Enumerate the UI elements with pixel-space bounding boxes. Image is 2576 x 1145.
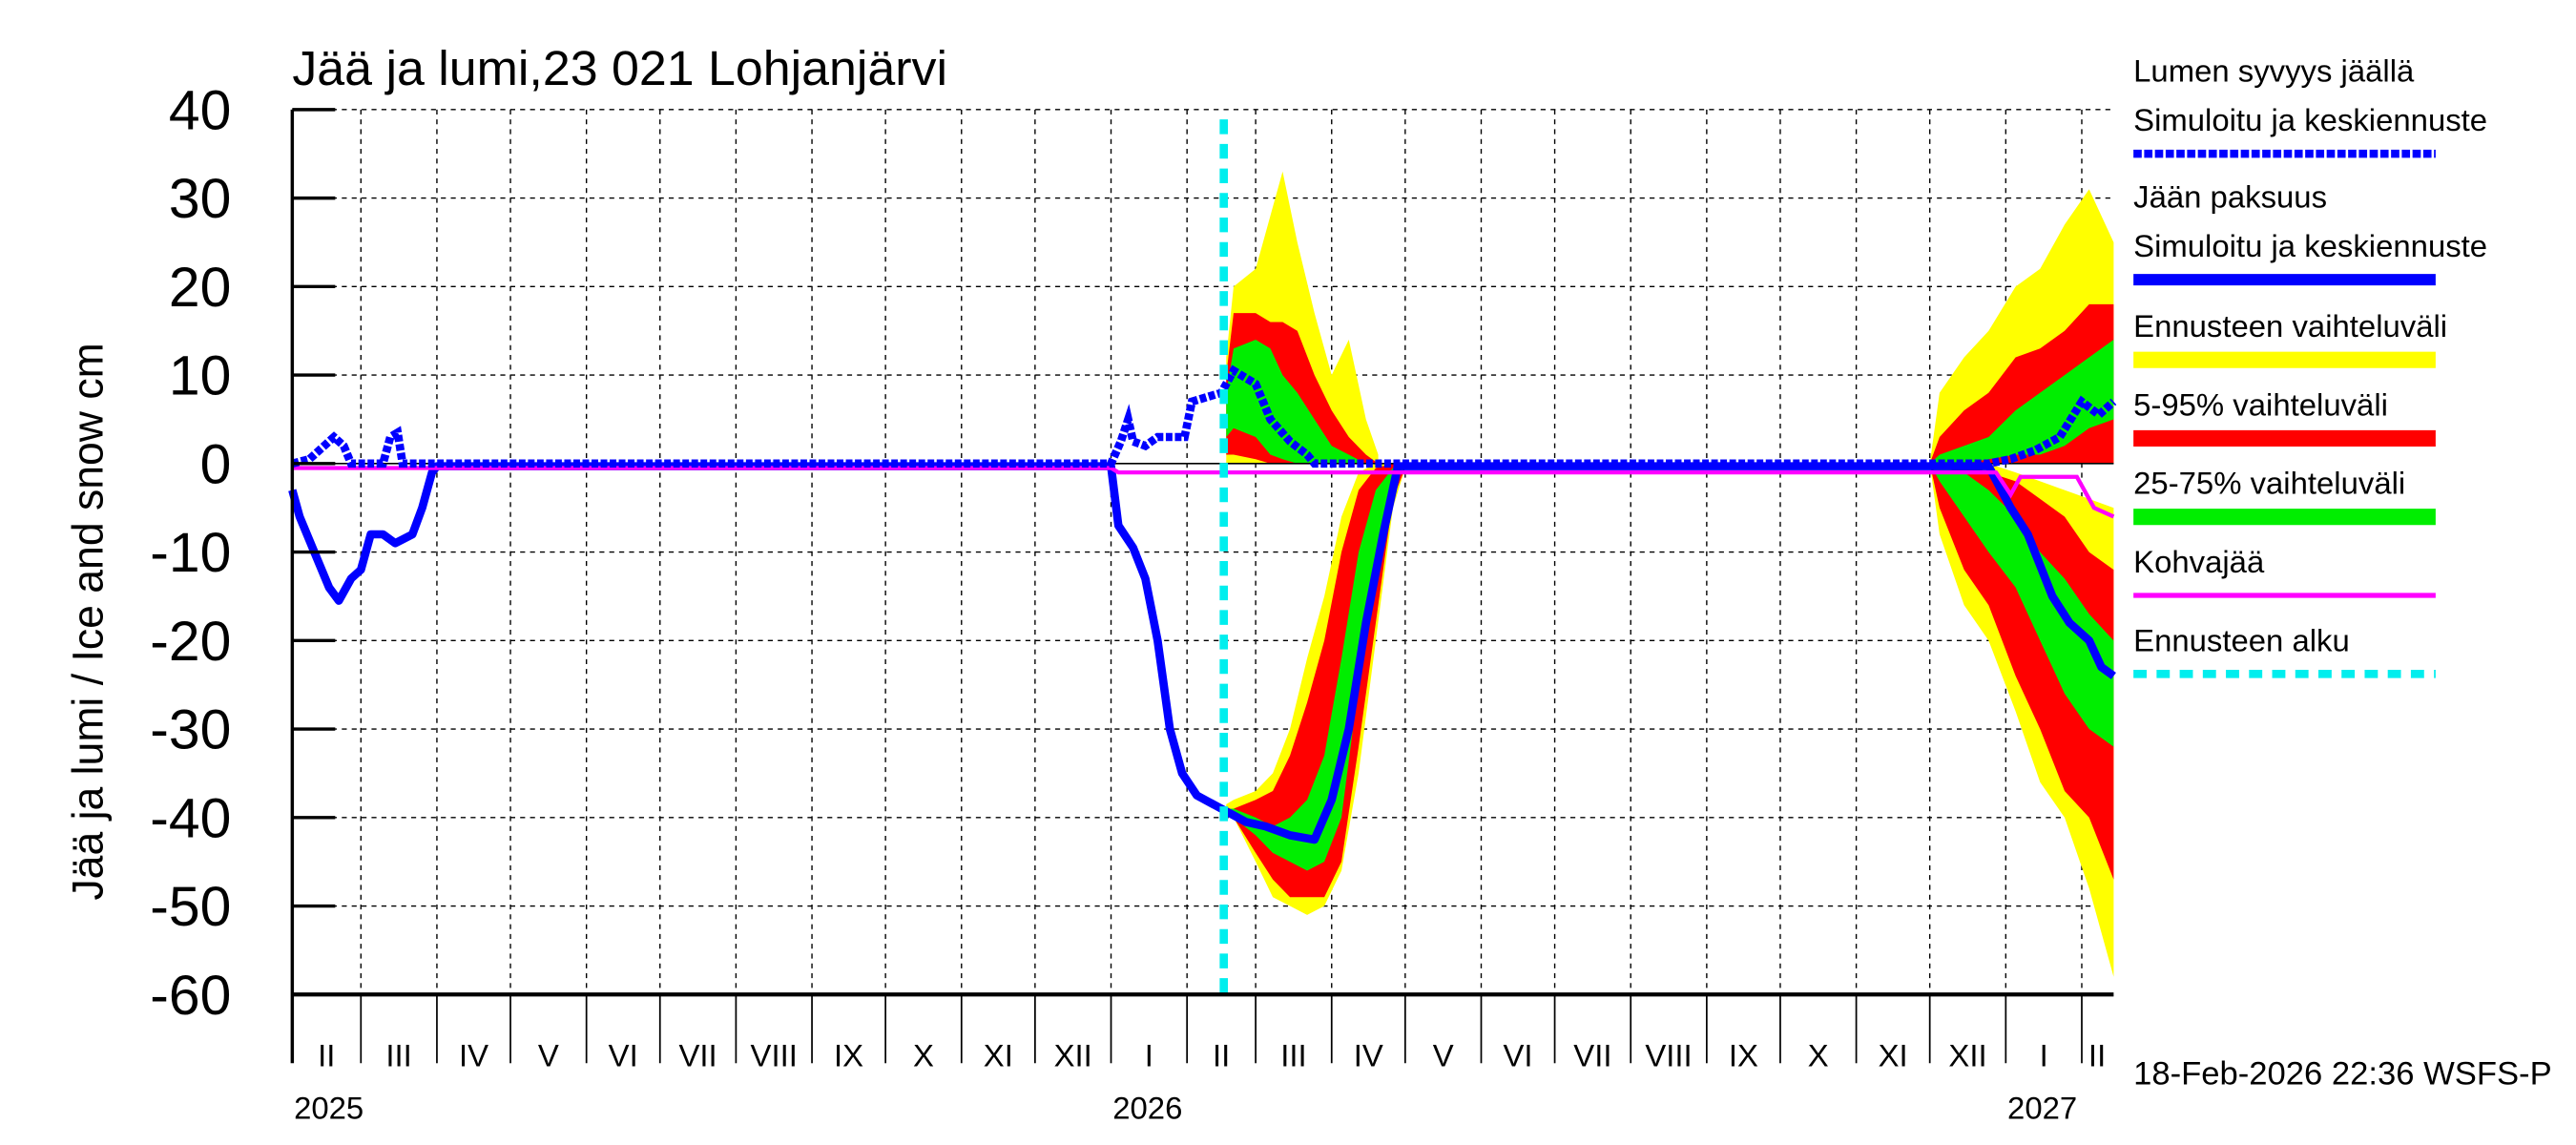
y-tick-label: -60 — [150, 965, 231, 1027]
y-tick-label: 30 — [169, 168, 231, 230]
series-lines — [288, 119, 2117, 995]
legend-label: Lumen syvyys jäällä — [2133, 53, 2415, 89]
month-label: II — [1213, 1038, 1230, 1073]
month-label: VI — [1503, 1038, 1532, 1073]
legend-label: Jään paksuus — [2133, 179, 2327, 215]
forecast-bands — [1226, 171, 2114, 977]
month-label: V — [538, 1038, 559, 1073]
month-label: XI — [984, 1038, 1013, 1073]
month-label: IV — [1354, 1038, 1383, 1073]
slush-ice-line — [292, 466, 2115, 519]
y-tick-label: 10 — [169, 345, 231, 407]
y-tick-label: 40 — [169, 80, 231, 142]
legend-label: Simuloitu ja keskiennuste — [2133, 102, 2487, 137]
month-label: X — [1808, 1038, 1829, 1073]
snow-depth-line — [291, 364, 2117, 468]
legend-label: Ennusteen vaihteluväli — [2133, 308, 2447, 344]
p25-75-band-ice-2026 — [1226, 463, 1405, 871]
month-label: IX — [834, 1038, 863, 1073]
month-label: VII — [1573, 1038, 1611, 1073]
month-label: IX — [1729, 1038, 1758, 1073]
month-label: XII — [1948, 1038, 1986, 1073]
legend-label: 5-95% vaihteluväli — [2133, 387, 2388, 423]
month-label: X — [913, 1038, 934, 1073]
p25-75-band-ice-2027 — [1929, 463, 2114, 747]
month-label: V — [1433, 1038, 1454, 1073]
month-label: III — [1280, 1038, 1306, 1073]
y-tick-label: -30 — [150, 699, 231, 761]
month-label: I — [2040, 1038, 2048, 1073]
year-label: 2026 — [1112, 1091, 1182, 1126]
legend: Lumen syvyys jäällä Simuloitu ja keskienn… — [2133, 53, 2487, 678]
y-tick-label: -50 — [150, 876, 231, 938]
legend-label: Ennusteen alku — [2133, 622, 2350, 657]
y-tick-label: -40 — [150, 788, 231, 850]
p5-95-band-ice-2027 — [1929, 463, 2114, 880]
y-tick-label: -10 — [150, 522, 231, 584]
month-label: VIII — [1645, 1038, 1692, 1073]
chart-title: Jää ja lumi,23 021 Lohjanjärvi — [292, 40, 947, 95]
month-label: XI — [1879, 1038, 1908, 1073]
month-label: II — [2088, 1038, 2106, 1073]
legend-label: 25-75% vaihteluväli — [2133, 466, 2405, 501]
legend-label: Simuloitu ja keskiennuste — [2133, 228, 2487, 263]
y-tick-label: -20 — [150, 611, 231, 673]
grid — [292, 109, 2114, 995]
y-axis-label: Jää ja lumi / Ice and snow cm — [64, 343, 112, 900]
y-tick-label: 20 — [169, 257, 231, 319]
month-label: XII — [1054, 1038, 1092, 1073]
month-label: I — [1145, 1038, 1153, 1073]
year-label: 2027 — [2007, 1091, 2077, 1126]
ice-thickness-line — [288, 462, 2116, 844]
month-label: VIII — [751, 1038, 798, 1073]
month-label: II — [318, 1038, 335, 1073]
p25-75-band-snow-2027 — [1929, 339, 2114, 464]
legend-label: Kohvajää — [2133, 544, 2265, 579]
p25-75-band-snow-2026 — [1226, 339, 1379, 464]
y-tick-label: 0 — [200, 434, 232, 496]
month-label: IV — [459, 1038, 488, 1073]
month-label: III — [385, 1038, 411, 1073]
year-label: 2025 — [294, 1091, 364, 1126]
footer-timestamp: 18-Feb-2026 22:36 WSFS-P — [2133, 1056, 2552, 1093]
month-label: VI — [609, 1038, 638, 1073]
month-label: VII — [678, 1038, 717, 1073]
